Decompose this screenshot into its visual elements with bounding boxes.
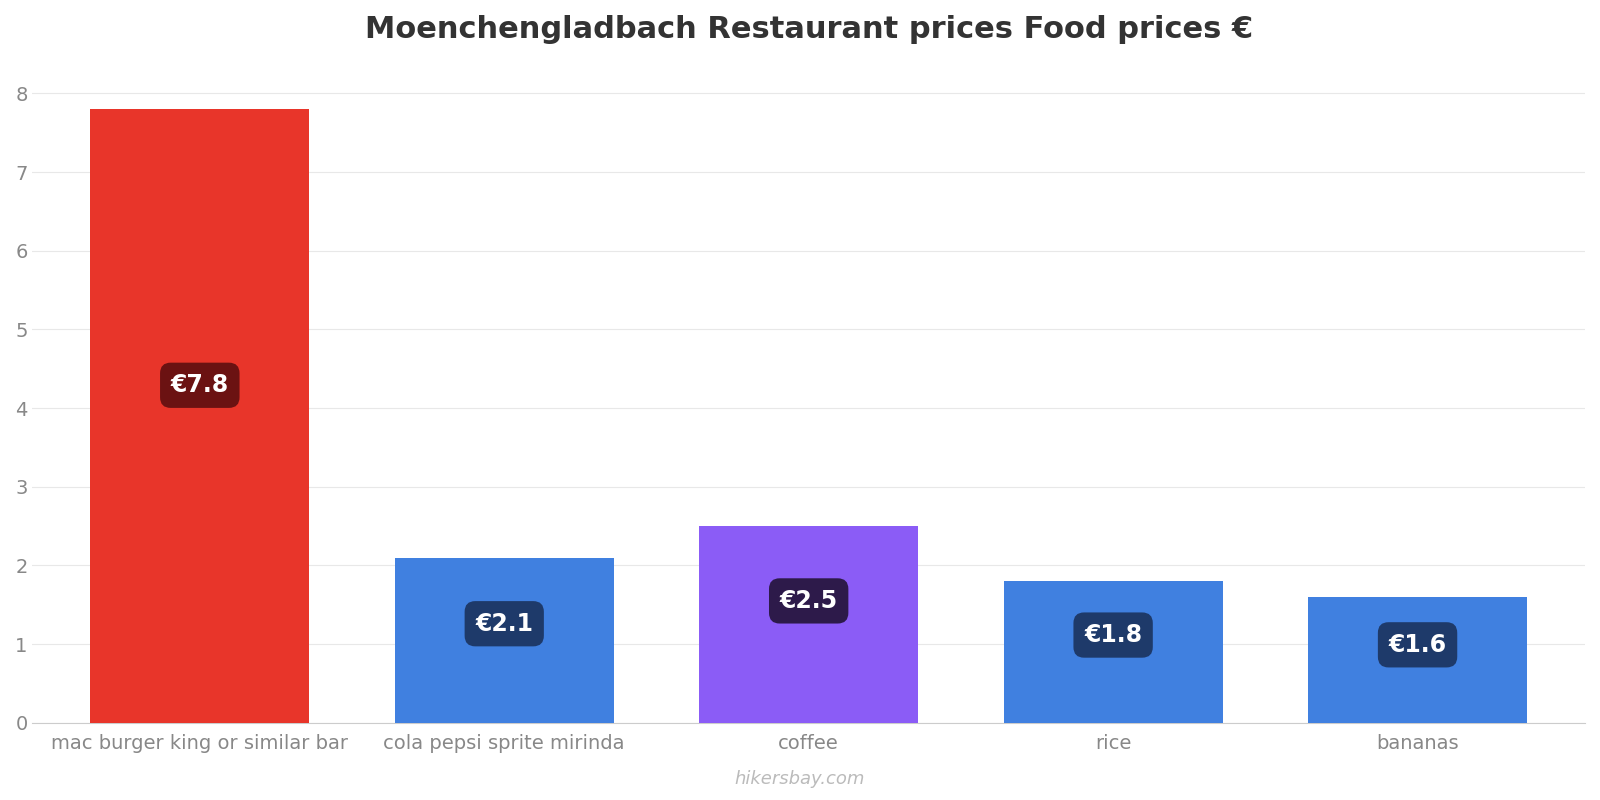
Text: €7.8: €7.8 [171,374,229,398]
Text: €1.8: €1.8 [1085,623,1142,647]
Bar [1307,597,1526,723]
Bar [395,558,614,723]
Title: Moenchengladbach Restaurant prices Food prices €: Moenchengladbach Restaurant prices Food … [365,15,1253,44]
Text: hikersbay.com: hikersbay.com [734,770,866,788]
Text: €2.5: €2.5 [779,589,838,613]
Text: €1.6: €1.6 [1389,633,1446,657]
Bar [699,526,918,723]
Text: €2.1: €2.1 [475,612,533,636]
Bar [1003,582,1222,723]
Bar [90,109,309,723]
